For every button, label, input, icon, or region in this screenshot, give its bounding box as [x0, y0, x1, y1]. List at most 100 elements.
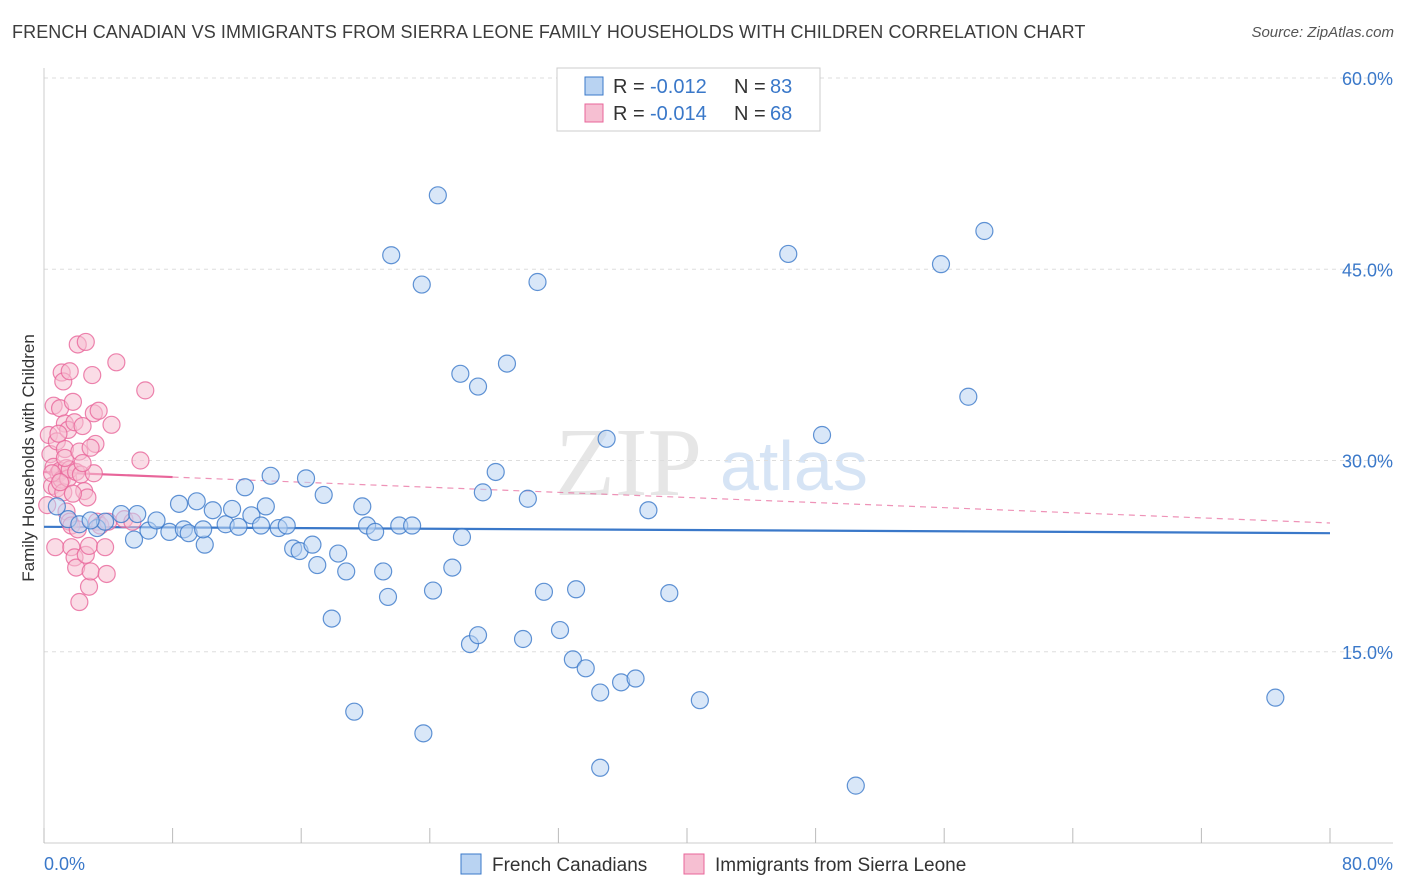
sierra-leone-point-6 — [46, 538, 65, 557]
stats-legend-swatch-blue — [584, 76, 604, 96]
french-canadian-point-74 — [812, 425, 832, 445]
french-canadian-point-48 — [428, 186, 447, 205]
sierra-leone-point-35 — [73, 416, 92, 436]
french-canadian-point-72 — [690, 691, 709, 710]
french-canadian-point-7 — [128, 504, 147, 524]
french-canadian-point-32 — [314, 485, 333, 505]
french-canadian-point-18 — [222, 499, 242, 519]
sierra-leone-point-33 — [70, 592, 89, 612]
x-tick-label-min: 0.0% — [44, 854, 85, 874]
french-canadian-point-63 — [566, 580, 586, 599]
sierra-leone-point-41 — [79, 577, 99, 596]
legend-label-sierra-leone: Immigrants from Sierra Leone — [715, 855, 966, 876]
french-canadian-point-55 — [486, 462, 505, 482]
sierra-leone-point-43 — [83, 365, 102, 385]
stats-legend-n-label-pink: N = — [734, 103, 766, 125]
sierra-leone-point-58 — [136, 381, 155, 400]
french-canadian-point-79 — [1266, 688, 1285, 707]
sierra-leone-point-37 — [76, 332, 95, 352]
sierra-leone-point-44 — [84, 464, 103, 483]
french-canadian-point-56 — [497, 354, 517, 373]
french-canadian-point-34 — [329, 544, 348, 563]
french-canadian-point-11 — [169, 494, 189, 513]
french-canadian-point-69 — [626, 669, 645, 688]
sierra-leone-point-59 — [49, 424, 68, 443]
french-canadian-point-46 — [414, 724, 433, 743]
french-canadian-point-19 — [229, 517, 248, 536]
stats-legend-r-label-pink: R = — [613, 103, 645, 125]
sierra-leone-point-67 — [81, 438, 100, 457]
y-tick-labels: 15.0% 30.0% 45.0% 60.0% — [1342, 69, 1393, 663]
french-canadian-point-26 — [277, 516, 296, 535]
french-canadian-point-14 — [187, 492, 206, 511]
french-canadian-point-22 — [251, 516, 271, 535]
stats-legend-n-blue: 83 — [770, 76, 792, 98]
sierra-leone-point-66 — [60, 362, 79, 381]
sierra-leone-point-50 — [95, 538, 115, 557]
french-canadian-point-23 — [256, 497, 275, 516]
sierra-leone-point-26 — [63, 392, 83, 411]
french-canadian-point-35 — [337, 562, 356, 581]
french-canadian-point-59 — [528, 272, 547, 292]
legend-swatch-sierra-leone — [683, 853, 705, 875]
french-canadian-point-76 — [931, 255, 951, 274]
stats-legend-r-blue: -0.012 — [650, 76, 707, 98]
y-tick-label-0: 15.0% — [1342, 643, 1393, 663]
french-canadian-point-39 — [366, 522, 385, 542]
french-canadian-point-57 — [513, 629, 533, 649]
french-canadian-point-0 — [47, 497, 66, 516]
french-canadian-point-81 — [194, 520, 213, 539]
y-axis-label: Family Households with Children — [19, 334, 38, 582]
watermark-zip: ZIP — [555, 409, 702, 517]
french-canadian-point-6 — [124, 530, 144, 549]
stats-legend-r-pink: -0.014 — [650, 103, 707, 125]
french-canadian-point-5 — [112, 504, 131, 524]
french-canadian-point-52 — [468, 626, 488, 645]
french-canadian-point-45 — [412, 275, 431, 294]
stats-legend-r-label-blue: R = — [613, 76, 645, 98]
sierra-leone-point-64 — [50, 473, 70, 492]
french-canadian-point-49 — [443, 558, 462, 577]
french-canadian-point-80 — [81, 511, 100, 530]
legend-label-french-canadians: French Canadians — [492, 855, 647, 876]
french-canadian-point-75 — [846, 776, 865, 795]
french-canadian-point-77 — [959, 387, 978, 406]
french-canadian-point-41 — [378, 587, 398, 607]
axes — [43, 68, 1393, 844]
sierra-leone-point-65 — [73, 453, 92, 473]
source-label: Source: ZipAtlas.com — [1251, 24, 1394, 41]
french-canadian-point-50 — [451, 364, 470, 383]
french-canadian-point-44 — [403, 516, 422, 535]
french-canadian-point-71 — [660, 583, 679, 603]
sierra-leone-point-48 — [89, 401, 108, 420]
sierra-leone-point-42 — [81, 562, 100, 581]
sierra-leone-point-51 — [97, 564, 116, 584]
stats-legend-n-label-blue: N = — [734, 76, 766, 98]
french-canadian-point-24 — [261, 466, 280, 485]
sierra-leone-point-57 — [131, 451, 150, 470]
sierra-leone-point-54 — [107, 353, 126, 372]
french-canadian-point-30 — [303, 535, 322, 554]
french-canadian-point-67 — [597, 429, 616, 448]
series-french-canadians — [47, 186, 1285, 795]
french-canadian-point-29 — [296, 469, 316, 488]
legend-swatch-french-canadians — [460, 853, 482, 875]
french-canadian-point-60 — [534, 582, 554, 601]
french-canadian-point-61 — [550, 620, 570, 640]
sierra-leone-point-61 — [63, 484, 83, 503]
french-canadian-point-62 — [563, 650, 582, 669]
series-legend: French Canadians Immigrants from Sierra … — [460, 853, 966, 876]
watermark-atlas: atlas — [720, 427, 868, 505]
y-tick-label-3: 60.0% — [1342, 69, 1393, 89]
french-canadian-point-70 — [639, 501, 658, 520]
french-canadian-point-66 — [591, 683, 610, 702]
french-canadian-point-20 — [235, 478, 255, 497]
french-canadian-point-78 — [975, 221, 994, 241]
stats-legend-swatch-pink — [584, 103, 604, 123]
y-tick-label-1: 30.0% — [1342, 452, 1393, 472]
x-tick-label-max: 80.0% — [1342, 854, 1393, 874]
sierra-leone-point-40 — [79, 536, 99, 556]
french-canadian-point-31 — [308, 555, 327, 575]
french-canadian-point-82 — [452, 527, 472, 547]
